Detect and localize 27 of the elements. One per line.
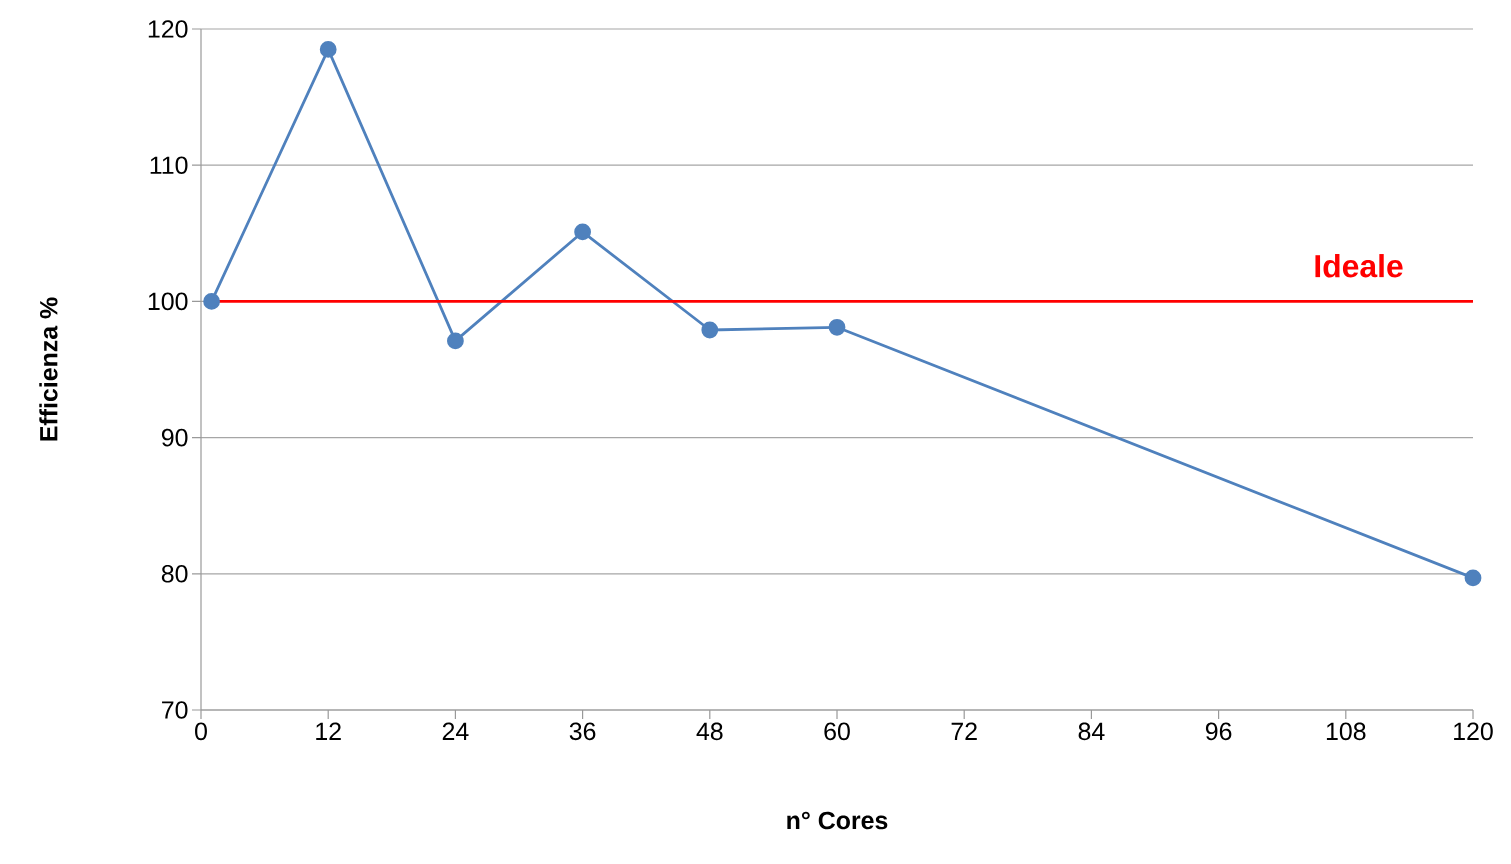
y-tick-label: 70	[162, 701, 188, 719]
point	[828, 318, 846, 336]
y-tick-label: 110	[150, 156, 188, 175]
x-axis-title: n° Cores	[787, 811, 888, 830]
x-tick-label: 24	[442, 722, 469, 740]
x-tick-label: 60	[824, 722, 850, 741]
x-tick-label: 96	[1205, 722, 1232, 741]
x-tick-label: 0	[195, 722, 207, 741]
point	[701, 321, 719, 339]
y-tick-label: 80	[161, 564, 188, 583]
x-tick-label: 72	[951, 722, 977, 740]
point	[1464, 569, 1482, 587]
x-tick-label: 84	[1078, 722, 1105, 741]
x-tick-label: 108	[1326, 722, 1366, 741]
point	[574, 223, 591, 241]
x-tick-label: 36	[569, 722, 596, 741]
point	[447, 332, 464, 350]
y-axis-title: Efficienza %	[39, 297, 58, 441]
x-tick-label: 12	[316, 722, 341, 740]
point	[319, 41, 337, 58]
point	[203, 293, 220, 310]
x-tick-label: 120	[1454, 722, 1493, 741]
x-tick-label: 48	[696, 722, 723, 741]
series-label: Ideale	[1315, 254, 1403, 278]
y-tick-label: 120	[148, 20, 188, 38]
y-tick-label: 100	[148, 292, 188, 311]
y-tick-label: 90	[161, 428, 188, 447]
